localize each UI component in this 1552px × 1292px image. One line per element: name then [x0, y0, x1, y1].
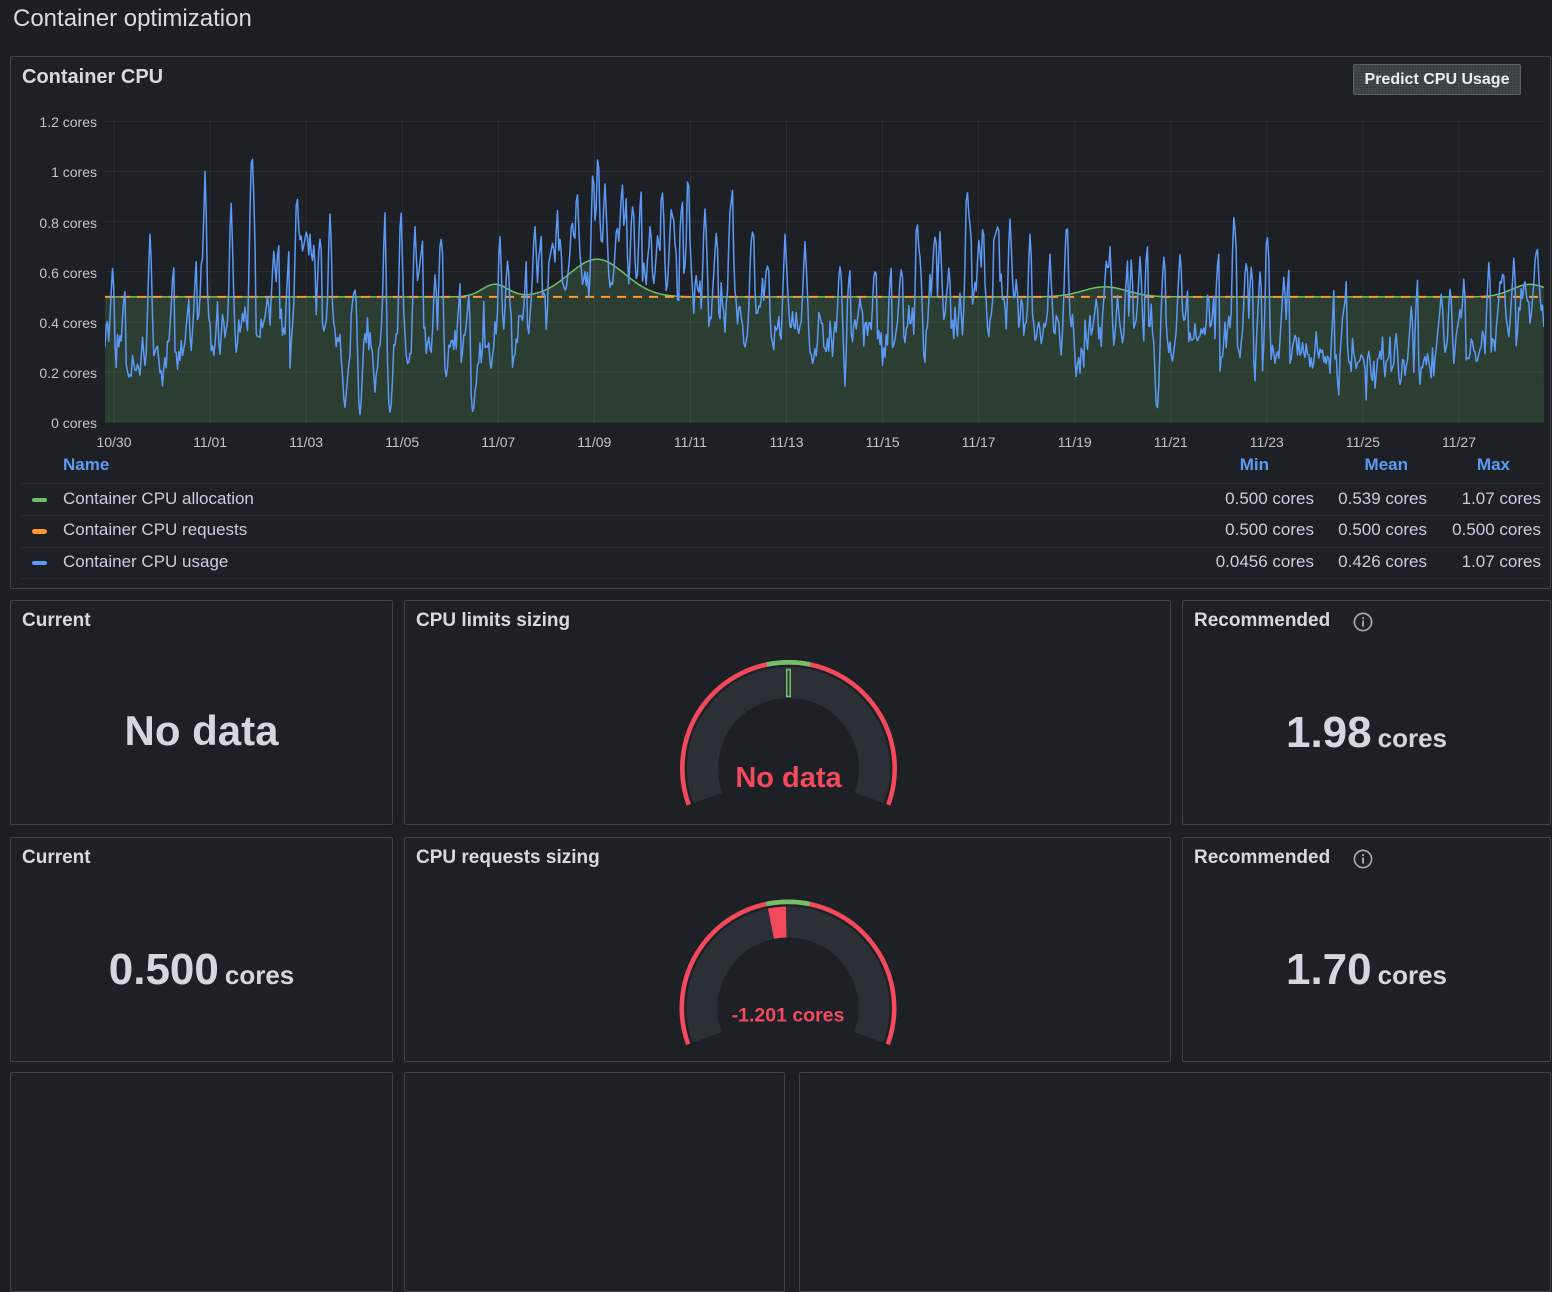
svg-text:-1.201 cores: -1.201 cores — [732, 1005, 845, 1027]
svg-text:No data: No data — [735, 762, 842, 794]
